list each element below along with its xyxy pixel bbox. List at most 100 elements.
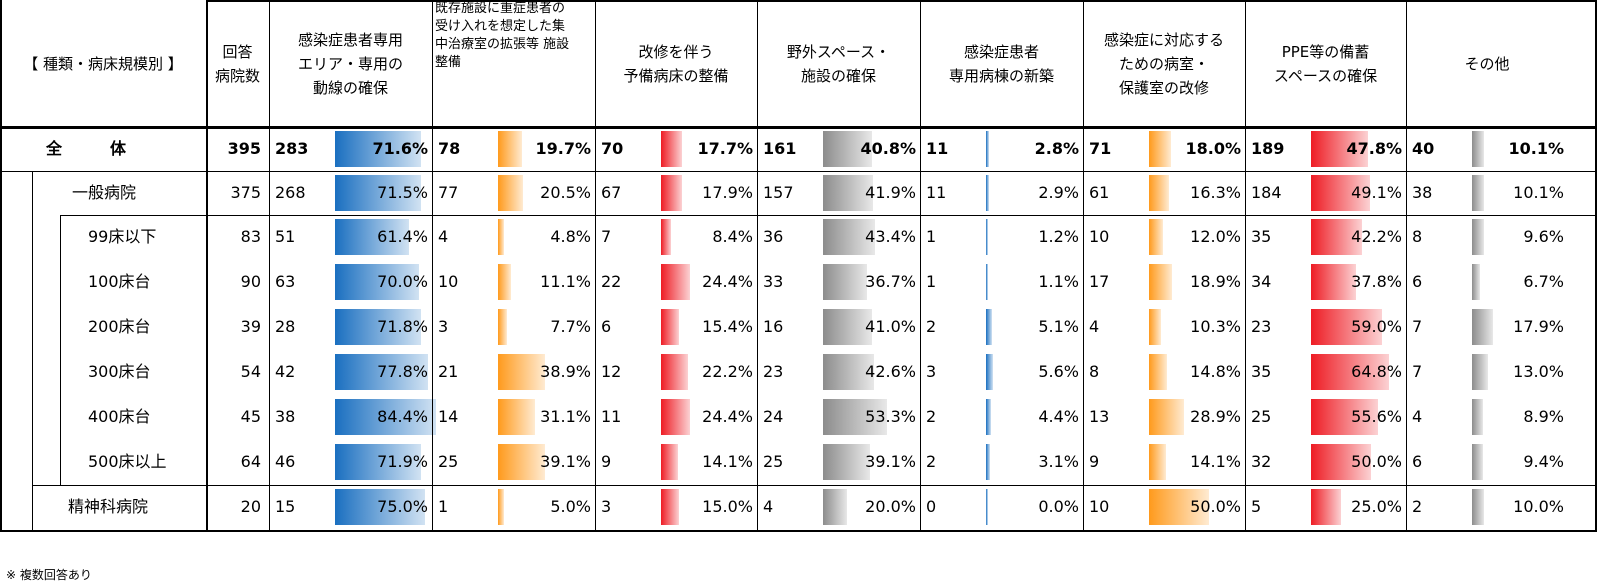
percent-value: 3.1%	[1038, 452, 1079, 471]
grid-line	[920, 0, 921, 530]
count-value: 32	[1251, 452, 1272, 471]
count-value: 25	[438, 452, 459, 471]
percentage-bar	[498, 444, 545, 480]
count-value: 51	[275, 227, 296, 246]
percent-value: 77.8%	[377, 362, 428, 381]
count-value: 10	[438, 272, 459, 291]
percentage-bar	[1472, 175, 1484, 211]
percentage-bar	[823, 219, 875, 255]
percentage-bar	[661, 131, 682, 167]
percentage-bar	[498, 264, 511, 300]
percentage-bar	[661, 399, 690, 435]
grid-line	[1406, 0, 1407, 530]
row-label: 200床台	[88, 317, 151, 336]
percentage-bar	[661, 489, 679, 525]
percent-value: 75.0%	[377, 497, 428, 516]
count-value: 283	[275, 139, 309, 158]
count-value: 184	[1251, 183, 1282, 202]
percentage-bar	[335, 264, 419, 300]
column-header: 改修を伴う 予備病床の整備	[595, 0, 757, 127]
percent-value: 14.8%	[1190, 362, 1241, 381]
percentage-bar	[1472, 354, 1488, 390]
column-header-line: 改修を伴う	[638, 42, 714, 61]
percent-value: 19.7%	[535, 139, 591, 158]
count-value: 63	[275, 272, 296, 291]
column-header-line: 中治療室の拡張等 施設	[435, 37, 570, 52]
respondent-count: 375	[230, 183, 261, 202]
count-value: 35	[1251, 227, 1272, 246]
count-value: 3	[926, 362, 937, 381]
percent-value: 2.8%	[1034, 139, 1079, 158]
count-value: 46	[275, 452, 296, 471]
grid-line	[60, 215, 61, 485]
table-title: 【 種類・病床規模別 】	[23, 54, 183, 73]
respondent-count: 39	[240, 317, 261, 336]
count-value: 6	[1412, 452, 1423, 471]
grid-line	[0, 171, 1597, 172]
percentage-bar	[661, 219, 671, 255]
percentage-bar	[335, 399, 436, 435]
percent-value: 1.1%	[1038, 272, 1079, 291]
grid-line	[269, 0, 270, 530]
column-header-line: その他	[1464, 54, 1510, 73]
count-value: 71	[1089, 139, 1112, 158]
count-value: 161	[763, 139, 797, 158]
count-value: 8	[1412, 227, 1423, 246]
count-value: 61	[1089, 183, 1110, 202]
percent-value: 16.3%	[1190, 183, 1241, 202]
column-header: 野外スペース・ 施設の確保	[757, 0, 920, 127]
column-header-line: PPE等の備蓄	[1281, 42, 1370, 61]
count-value: 3	[601, 497, 612, 516]
percent-value: 10.3%	[1190, 317, 1241, 336]
percent-value: 12.0%	[1190, 227, 1241, 246]
percent-value: 13.0%	[1513, 362, 1564, 381]
percent-value: 0.0%	[1038, 497, 1079, 516]
percent-value: 36.7%	[865, 272, 916, 291]
percent-value: 18.9%	[1190, 272, 1241, 291]
percent-value: 50.0%	[1190, 497, 1241, 516]
percentage-bar	[1311, 131, 1368, 167]
column-header-line: 感染症に対応する	[1103, 30, 1224, 49]
percentage-bar	[986, 309, 992, 345]
percentage-bar	[986, 444, 990, 480]
percentage-bar	[1472, 489, 1484, 525]
percentage-bar	[661, 354, 688, 390]
count-value: 2	[926, 407, 937, 426]
percentage-bar	[986, 219, 988, 255]
percentage-bar	[986, 399, 991, 435]
percentage-bar	[498, 309, 507, 345]
column-header-line: 受け入れを想定した集	[435, 19, 566, 34]
percent-value: 20.5%	[540, 183, 591, 202]
percent-value: 15.4%	[702, 317, 753, 336]
percent-value: 71.6%	[372, 139, 428, 158]
percentage-bar	[335, 131, 421, 167]
percent-value: 24.4%	[702, 272, 753, 291]
percentage-bar	[1149, 309, 1161, 345]
column-header-line: 施設の確保	[800, 66, 876, 85]
count-value: 7	[1412, 317, 1423, 336]
grid-line	[0, 0, 2, 532]
count-value: 9	[1089, 452, 1100, 471]
count-value: 25	[1251, 407, 1272, 426]
count-value: 42	[275, 362, 296, 381]
percent-value: 4.8%	[550, 227, 591, 246]
column-header-line: 感染症患者専用	[297, 30, 403, 49]
percentage-bar	[335, 354, 428, 390]
percent-value: 42.2%	[1351, 227, 1402, 246]
percent-value: 10.0%	[1513, 497, 1564, 516]
percent-value: 50.0%	[1351, 452, 1402, 471]
count-value: 268	[275, 183, 306, 202]
percentage-bar	[661, 175, 682, 211]
column-header-line: 保護室の改修	[1118, 78, 1209, 97]
percent-value: 71.8%	[377, 317, 428, 336]
percent-value: 9.4%	[1523, 452, 1564, 471]
column-header-line: エリア・専用の	[297, 54, 403, 73]
count-value: 22	[601, 272, 622, 291]
column-header-line: 動線の確保	[312, 78, 388, 97]
count-value: 21	[438, 362, 459, 381]
column-header: PPE等の備蓄 スペースの確保	[1245, 0, 1406, 127]
column-header-line: スペースの確保	[1273, 66, 1378, 85]
percent-value: 49.1%	[1351, 183, 1402, 202]
percentage-bar	[986, 131, 989, 167]
percent-value: 8.9%	[1523, 407, 1564, 426]
